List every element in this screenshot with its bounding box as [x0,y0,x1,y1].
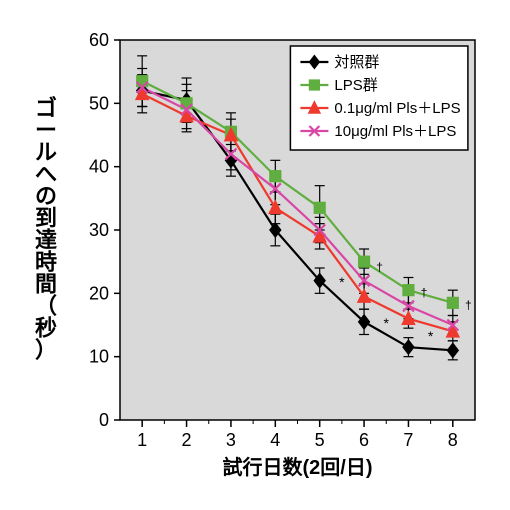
legend-label: LPS群 [334,77,377,94]
y-axis-label: ゴールへの到達時間（秒） [35,96,57,363]
marker-square [359,256,370,267]
marker-square [309,80,319,90]
annotation: † [465,298,472,312]
marker-square [447,297,458,308]
xtick-label: 6 [359,430,369,450]
xtick-label: 4 [270,430,280,450]
xtick-label: 1 [137,430,147,450]
marker-square [314,202,325,213]
legend-label: 0.1μg/ml Pls＋LPS [334,100,460,117]
annotation: * [428,328,434,344]
legend-label: 対照群 [334,54,379,71]
xtick-label: 5 [315,430,325,450]
ytick-label: 20 [89,283,109,303]
ytick-label: 60 [89,30,109,50]
annotation: * [339,274,345,290]
chart-container: 0 10 20 30 40 50 60 1 2 3 4 5 6 7 8 試行日数(2回/日) ゴールへの到達時間… [0,0,510,510]
annotation: † [376,260,383,274]
ytick-label: 10 [89,347,109,367]
ytick-label: 40 [89,157,109,177]
xtick-label: 7 [403,430,413,450]
annotation: * [384,315,390,331]
ytick-label: 50 [89,93,109,113]
xtick-label: 8 [448,430,458,450]
annotation: † [421,286,428,300]
ytick-label: 30 [89,220,109,240]
marker-square [270,171,281,182]
xtick-label: 3 [226,430,236,450]
chart-svg: 0 10 20 30 40 50 60 1 2 3 4 5 6 7 8 試行日数(2回/日) ゴールへの到達時間… [0,0,510,510]
svg-text:）: ） [35,338,57,363]
marker-square [403,285,414,296]
xtick-label: 2 [182,430,192,450]
ytick-label: 0 [99,410,109,430]
x-axis-label: 試行日数(2回/日) [223,455,373,479]
legend-label: 10μg/ml Pls＋LPS [334,123,456,140]
